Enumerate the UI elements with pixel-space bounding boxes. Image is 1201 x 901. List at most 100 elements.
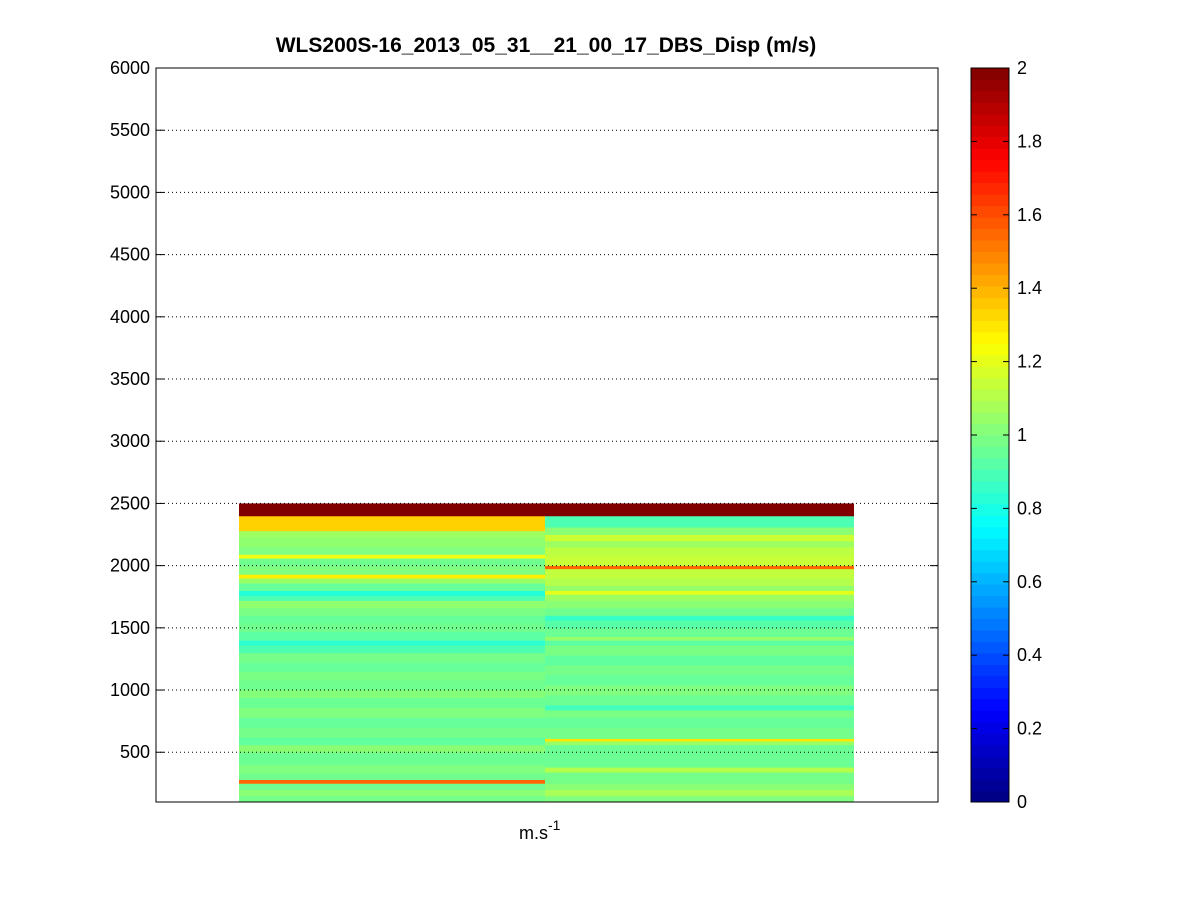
colorbar-band-11 — [971, 664, 1009, 677]
heatmap-cell-col1-31 — [239, 558, 545, 567]
y-tick-label-3000: 3000 — [110, 431, 150, 451]
colorbar-band-7 — [971, 710, 1009, 723]
colorbar-band-49 — [971, 228, 1009, 241]
colorbar-band-38 — [971, 354, 1009, 367]
heatmap-cell-col2-12 — [545, 695, 854, 706]
heatmap-cell-col1-3 — [239, 779, 545, 784]
colorbar-band-62 — [971, 79, 1009, 92]
heatmap-cell-col2-21 — [545, 620, 854, 629]
colorbar-band-53 — [971, 182, 1009, 195]
colorbar-band-8 — [971, 698, 1009, 711]
y-tick-label-4500: 4500 — [110, 245, 150, 265]
colorbar-band-27 — [971, 480, 1009, 493]
heatmap-cell-col2-31 — [545, 555, 854, 567]
colorbar-band-18 — [971, 584, 1009, 597]
colorbar-tick-label-0.6: 0.6 — [1017, 572, 1042, 592]
colorbar-band-46 — [971, 262, 1009, 275]
heatmap-cell-col2-23 — [545, 607, 854, 616]
colorbar-band-52 — [971, 194, 1009, 207]
heatmap-cell-col2-5 — [545, 744, 854, 768]
colorbar-band-55 — [971, 159, 1009, 172]
colorbar-tick-label-0.2: 0.2 — [1017, 719, 1042, 739]
colorbar-band-33 — [971, 412, 1009, 425]
colorbar-band-3 — [971, 756, 1009, 769]
colorbar-tick-label-0.8: 0.8 — [1017, 498, 1042, 518]
y-tick-label-3500: 3500 — [110, 369, 150, 389]
y-tick-label-4000: 4000 — [110, 307, 150, 327]
colorbar-band-44 — [971, 285, 1009, 298]
heatmap-cell-col2-32 — [545, 546, 854, 557]
colorbar-tick-label-1.8: 1.8 — [1017, 131, 1042, 151]
heatmap-cell-col1-32 — [239, 554, 545, 559]
colorbar-band-25 — [971, 503, 1009, 516]
heatmap-cell-col2-6 — [545, 741, 854, 746]
heatmap-cell-col1-8 — [239, 737, 545, 746]
heatmap-cell-col1-16 — [239, 662, 545, 672]
plot-frame — [155, 67, 939, 803]
heatmap-cell-col2-27 — [545, 585, 854, 591]
heatmap-cell-col2-20 — [545, 627, 854, 637]
y-ticks: 500 1000 1500 2000 2500 3000 3500 4000 4500 5000 5… — [110, 58, 938, 762]
heatmap-cell-col1-26 — [239, 590, 545, 596]
colorbar-band-58 — [971, 125, 1009, 138]
colorbar-band-15 — [971, 618, 1009, 631]
colorbar-band-36 — [971, 377, 1009, 390]
colorbar-band-30 — [971, 446, 1009, 459]
heatmap-cell-col1-4 — [239, 773, 545, 781]
heatmap-cell-col2-26 — [545, 590, 854, 595]
y-tick-label-6000: 6000 — [110, 58, 150, 78]
heatmap-cell-col1-37 — [239, 503, 545, 517]
heatmap-cell-col2-30 — [545, 565, 854, 570]
heatmap-cell-col1-20 — [239, 631, 545, 641]
heatmap-cell-col2-15 — [545, 665, 854, 676]
heatmap-cell-col1-28 — [239, 578, 545, 584]
colorbar-band-0 — [971, 790, 1009, 803]
colorbar-tick-label-0.4: 0.4 — [1017, 645, 1042, 665]
heatmap-cell-col1-10 — [239, 717, 545, 728]
colorbar-ticks: 0 0.2 0.4 0.6 0.8 1 1.2 1.4 1.6 1.8 2 — [971, 58, 1042, 812]
heatmap-cell-col2-33 — [545, 540, 854, 548]
colorbar-band-34 — [971, 400, 1009, 413]
heatmap-cell-col2-16 — [545, 655, 854, 666]
colorbar-band-32 — [971, 423, 1009, 436]
heatmap-cell-col2-29 — [545, 568, 854, 579]
heatmap-cell-col1-23 — [239, 607, 545, 616]
heatmap-cell-col1-14 — [239, 680, 545, 691]
heatmap-cell-col1-30 — [239, 565, 545, 575]
heatmap-cell-col1-12 — [239, 697, 545, 708]
colorbar-band-4 — [971, 744, 1009, 757]
heatmap-cell-col2-25 — [545, 594, 854, 601]
heatmap-cell-col1-36 — [239, 515, 545, 532]
heatmap-cell-col1-1 — [239, 789, 545, 797]
heatmap-cell-col1-29 — [239, 574, 545, 579]
colorbar-band-13 — [971, 641, 1009, 654]
colorbar-band-14 — [971, 629, 1009, 642]
colorbar-band-26 — [971, 492, 1009, 505]
y-tick-label-5000: 5000 — [110, 182, 150, 202]
colorbar-band-12 — [971, 652, 1009, 665]
colorbar-band-61 — [971, 90, 1009, 103]
colorbar-band-39 — [971, 343, 1009, 356]
heatmap-cell-col1-0 — [239, 795, 545, 803]
colorbar-band-35 — [971, 389, 1009, 402]
colorbar-band-22 — [971, 538, 1009, 551]
colorbar-tick-label-1.6: 1.6 — [1017, 205, 1042, 225]
colorbar-band-48 — [971, 240, 1009, 252]
heatmap-cell-col1-9 — [239, 727, 545, 738]
colorbar-band-29 — [971, 457, 1009, 470]
colorbar-band-50 — [971, 217, 1009, 230]
heatmap-cell-col2-3 — [545, 772, 854, 784]
y-tick-label-1500: 1500 — [110, 618, 150, 638]
heatmap-cell-col2-35 — [545, 527, 854, 535]
plot-area: 500 1000 1500 2000 2500 3000 3500 4000 4500 5000 5… — [110, 58, 939, 803]
heatmap-cell-col2-2 — [545, 783, 854, 790]
heatmap-cell-col1-25 — [239, 595, 545, 601]
colorbar-tick-label-2: 2 — [1017, 58, 1027, 78]
colorbar-band-40 — [971, 331, 1009, 344]
heatmap-cell-col1-2 — [239, 783, 545, 790]
colorbar-tick-label-0: 0 — [1017, 792, 1027, 812]
colorbar: 0 0.2 0.4 0.6 0.8 1 1.2 1.4 1.6 1.8 2 — [970, 58, 1042, 812]
heatmap-cells — [239, 503, 854, 803]
colorbar-band-37 — [971, 366, 1009, 379]
